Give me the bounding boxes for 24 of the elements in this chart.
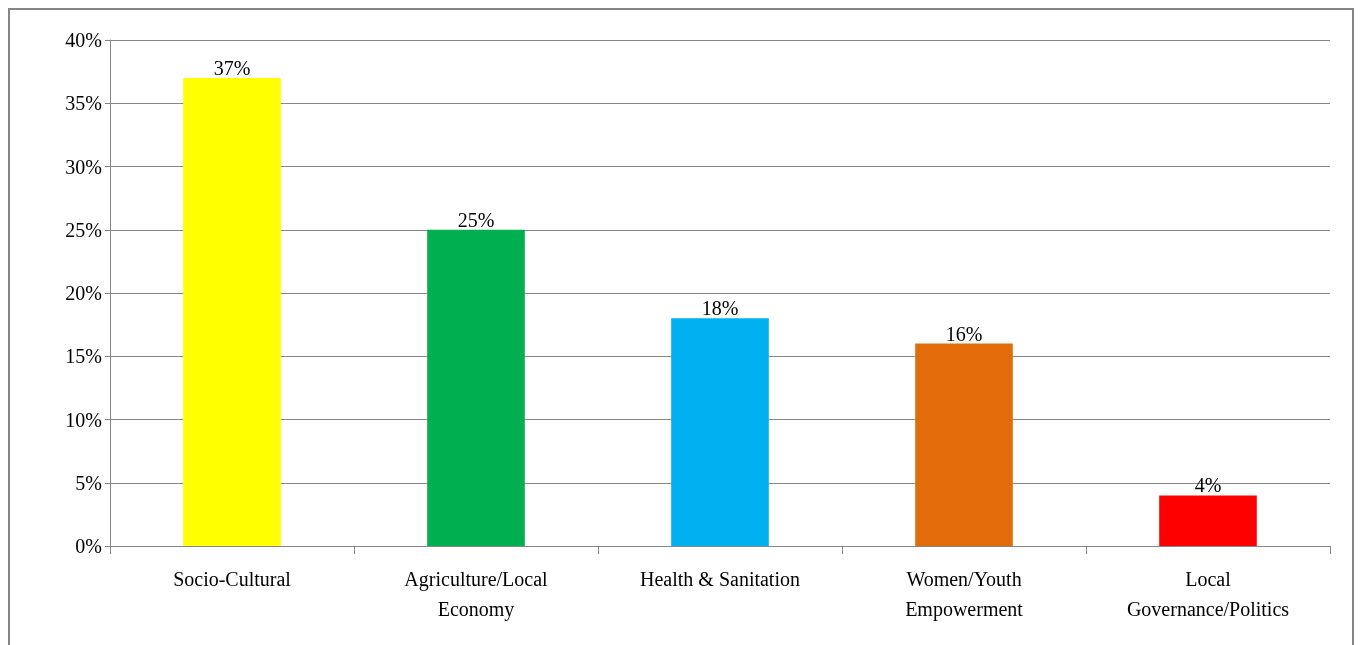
x-tick-label: Local Governance/Politics: [1126, 568, 1290, 620]
y-tick-label: 40%: [65, 29, 102, 51]
y-tick-label: 0%: [75, 535, 102, 557]
x-tick-label: Agriculture/Local Economy: [404, 568, 549, 621]
data-label: 37%: [213, 56, 251, 79]
y-tick-label: 35%: [65, 92, 102, 115]
data-label: 25%: [457, 208, 495, 231]
x-tick-label: Women/Youth Empowerment: [905, 568, 1024, 621]
x-tick-label: Socio-Cultural: [173, 568, 292, 590]
x-tick-label: Health & Sanitation: [640, 568, 800, 590]
bar: [427, 229, 525, 546]
y-tick-label: 20%: [65, 282, 102, 304]
data-label: 16%: [945, 322, 983, 345]
y-tick-label: 5%: [75, 471, 102, 494]
data-label: 18%: [701, 297, 739, 320]
data-label: 4%: [1194, 474, 1222, 497]
y-tick-label: 25%: [65, 218, 102, 241]
bar: [915, 343, 1013, 546]
y-tick-label: 10%: [65, 408, 102, 431]
y-tick-label: 30%: [65, 155, 102, 178]
bar: [671, 318, 769, 546]
bar: [183, 77, 281, 546]
y-tick-label: 15%: [65, 345, 102, 368]
bar: [1159, 495, 1257, 546]
